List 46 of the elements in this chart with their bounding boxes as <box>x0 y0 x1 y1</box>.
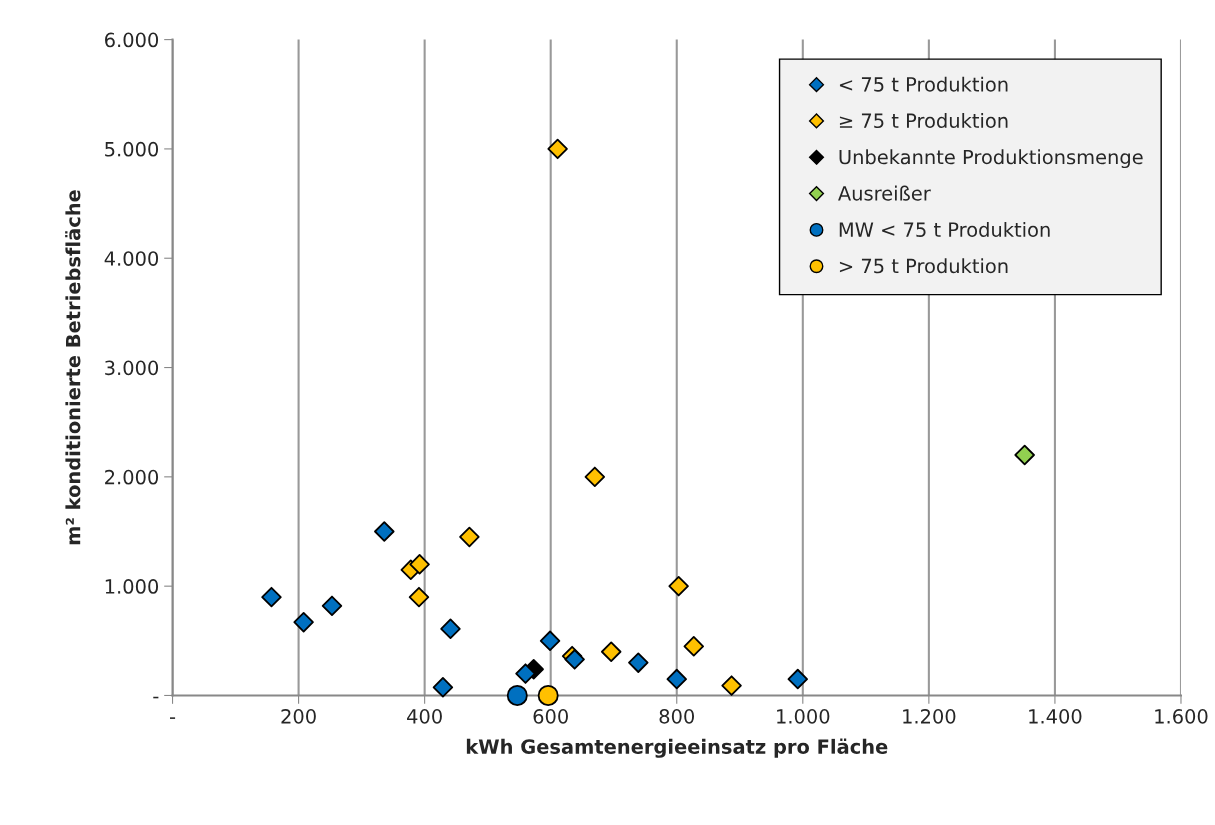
x-tick-label: 1.400 <box>1029 709 1082 724</box>
legend-label: Ausreißer <box>838 185 931 201</box>
y-tick-label: 1.000 <box>105 579 159 594</box>
x-tick-label: 400 <box>407 709 442 724</box>
point <box>440 618 461 640</box>
point <box>539 630 561 652</box>
x-tick-label: 1.200 <box>903 709 956 724</box>
point <box>321 595 343 617</box>
x-tick-label: 1.600 <box>1155 709 1208 724</box>
legend-label: < 75 t Produktion <box>839 76 1008 92</box>
point <box>600 641 622 662</box>
point <box>432 677 454 698</box>
point <box>506 684 528 706</box>
legend-label: MW < 75 t Produktion <box>839 221 1050 237</box>
y-tick-label: 5.000 <box>105 141 159 157</box>
point <box>1014 444 1035 466</box>
point <box>409 554 430 575</box>
y-tick-label: 3.000 <box>105 360 159 376</box>
legend-label: > 75 t Produktion <box>839 258 1008 274</box>
y-tick-label: 4.000 <box>104 251 159 266</box>
y-tick-label: 6.000 <box>105 32 159 48</box>
legend-label: Unbekannte Produktionsmenge <box>839 149 1143 169</box>
point <box>787 668 808 690</box>
x-axis-title: kWh Gesamtenergieeinsatz pro Fläche <box>466 738 888 758</box>
y-axis-title: m² konditionierte Betriebsfläche <box>65 190 81 545</box>
point <box>721 675 742 696</box>
y-tick-label: - <box>153 696 159 699</box>
point <box>683 636 704 657</box>
point <box>628 652 649 673</box>
point <box>374 521 395 542</box>
x-tick-label: 200 <box>281 709 316 724</box>
point <box>666 668 687 690</box>
point <box>408 586 430 608</box>
y-tick-label: 2.000 <box>105 469 159 485</box>
point <box>459 526 480 548</box>
legend-label: ≥ 75 t Produktion <box>839 112 1008 129</box>
point <box>584 466 606 488</box>
x-tick-label: 800 <box>659 709 695 724</box>
point <box>293 612 314 633</box>
point <box>547 138 568 160</box>
x-tick-label: 600 <box>533 709 568 724</box>
x-tick-label: 1.000 <box>777 709 830 724</box>
point <box>668 575 689 597</box>
point <box>261 586 282 608</box>
point <box>515 663 536 684</box>
point <box>537 684 559 706</box>
